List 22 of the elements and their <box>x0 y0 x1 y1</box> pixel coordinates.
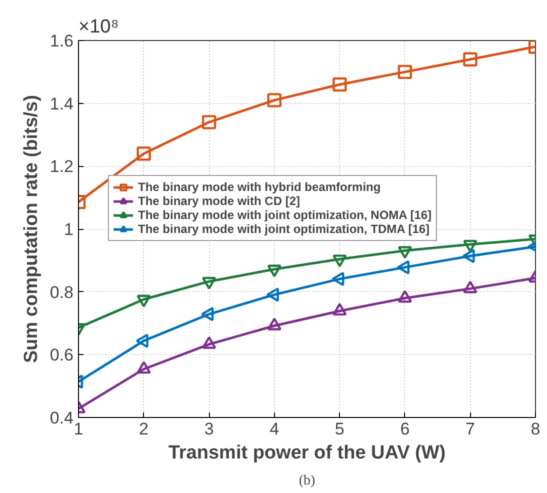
legend-label: The binary mode with CD [2] <box>138 194 300 208</box>
legend-label: The binary mode with joint optimization, TDMA [16] <box>138 222 430 236</box>
legend-label: The binary mode with hybrid beamforming <box>138 180 381 194</box>
y-tick-label: 1 <box>64 220 74 239</box>
y-axis-title: Sum computation rate (bits/s) <box>20 94 42 364</box>
text: (b) <box>298 474 316 488</box>
y-tick-label: 1.2 <box>50 157 74 176</box>
y-tick-label: 0.8 <box>50 282 74 302</box>
y-tick-label: 0.4 <box>50 408 74 428</box>
y-tick-label: 1.4 <box>50 94 74 114</box>
text: ×10⁸ <box>78 16 119 38</box>
x-axis-title: Transmit power of the UAV (W) <box>168 442 446 464</box>
legend-label: The binary mode with joint optimization, NOMA [16] <box>138 208 432 222</box>
x-tick-label: 2 <box>139 420 149 438</box>
x-tick-label: 6 <box>400 420 410 438</box>
x-tick-label: 5 <box>334 420 344 438</box>
y-tick-label: 1.6 <box>50 32 74 50</box>
x-tick-label: 7 <box>465 420 475 438</box>
x-tick-label: 3 <box>204 420 214 438</box>
x-tick-label: 4 <box>270 420 280 438</box>
y-tick-label: 0.6 <box>50 346 74 365</box>
x-tick-label: 8 <box>530 420 540 438</box>
